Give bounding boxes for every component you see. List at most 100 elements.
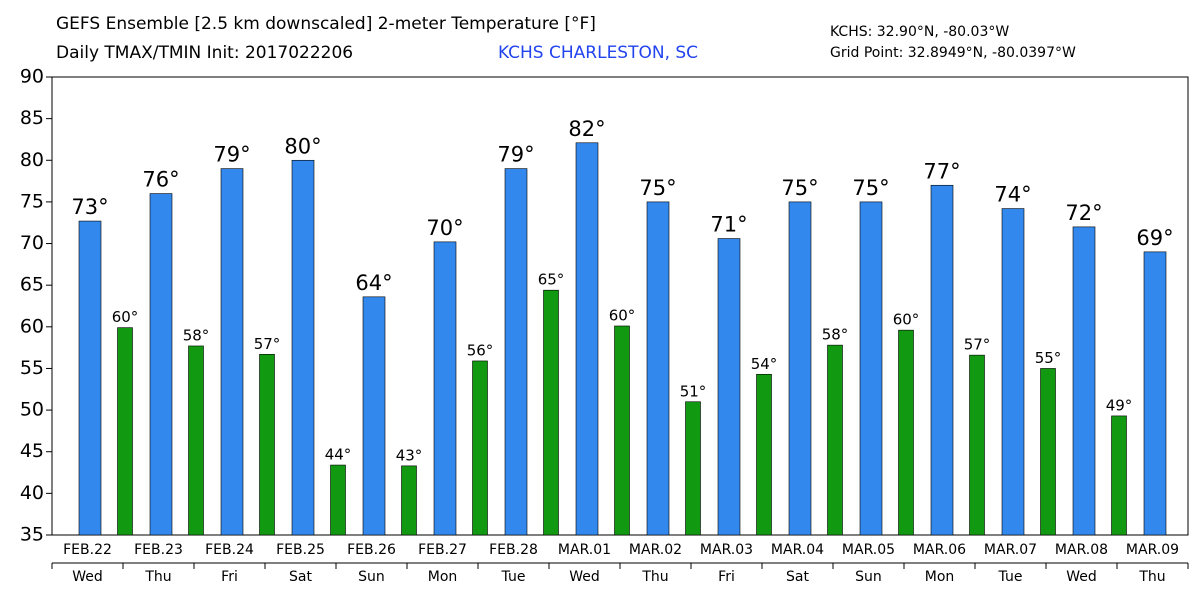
value-label: 57° (964, 336, 991, 354)
x-tick-label: MAR.04 (771, 542, 824, 558)
weekday-label: Sun (855, 569, 882, 585)
value-label: 65° (538, 271, 565, 289)
bar (614, 325, 630, 536)
bar (149, 193, 173, 536)
bar (646, 201, 670, 536)
weekday-label: Thu (641, 569, 668, 585)
y-tick-label: 65 (20, 274, 44, 296)
bar (1143, 251, 1167, 536)
value-label: 70° (426, 216, 463, 240)
chart-subtitle: Daily TMAX/TMIN Init: 2017022206 (56, 43, 353, 63)
bar (685, 401, 701, 536)
bar (117, 327, 133, 536)
weekday-label: Mon (428, 569, 458, 585)
station-coords: KCHS: 32.90°N, -80.03°W (830, 24, 1009, 40)
y-tick-label: 45 (20, 440, 44, 462)
x-tick-label: FEB.22 (63, 542, 112, 558)
bar (188, 345, 204, 536)
weekday-label: Tue (501, 569, 526, 585)
x-tick-label: MAR.06 (913, 542, 966, 558)
bar (1072, 226, 1096, 536)
value-label: 71° (710, 213, 747, 237)
bar (362, 296, 386, 536)
value-label: 82° (568, 117, 605, 141)
weekday-label: Thu (144, 569, 171, 585)
value-label: 51° (680, 382, 707, 400)
value-label: 60° (893, 311, 920, 329)
y-tick-label: 70 (20, 232, 44, 254)
x-tick-label: FEB.26 (347, 542, 396, 558)
x-tick-label: MAR.08 (1055, 542, 1108, 558)
x-tick-label: MAR.05 (842, 542, 895, 558)
value-label: 79° (497, 143, 534, 167)
bar (504, 168, 528, 536)
value-label: 49° (1106, 396, 1133, 414)
value-label: 72° (1065, 201, 1102, 225)
weekday-label: Sat (786, 569, 809, 585)
value-label: 60° (112, 308, 139, 326)
bar (472, 360, 488, 536)
bar (220, 168, 244, 536)
bar (898, 329, 914, 536)
value-label: 44° (325, 446, 352, 464)
value-label: 74° (994, 183, 1031, 207)
bar (259, 353, 275, 536)
y-tick-label: 40 (20, 482, 44, 504)
value-label: 79° (213, 143, 250, 167)
value-label: 69° (1136, 226, 1173, 250)
x-tick-label: MAR.09 (1126, 542, 1179, 558)
station-name: KCHS CHARLESTON, SC (498, 43, 698, 63)
value-label: 64° (355, 271, 392, 295)
y-tick-label: 50 (20, 399, 44, 421)
value-label: 55° (1035, 349, 1062, 367)
weekday-label: Tue (998, 569, 1023, 585)
weekday-label: Fri (718, 569, 735, 585)
weekday-label: Wed (72, 569, 103, 585)
x-tick-label: FEB.27 (418, 542, 467, 558)
value-label: 77° (923, 159, 960, 183)
bar (401, 465, 417, 536)
value-label: 75° (852, 176, 889, 200)
bar (291, 159, 315, 536)
grid-point: Grid Point: 32.8949°N, -80.0397°W (830, 45, 1076, 61)
weekday-label: Sat (289, 569, 312, 585)
bar (717, 238, 741, 536)
value-label: 54° (751, 355, 778, 373)
bar (930, 184, 954, 536)
bar (1001, 208, 1025, 536)
bar (969, 354, 985, 536)
bar (859, 201, 883, 536)
value-label: 73° (71, 195, 108, 219)
value-label: 56° (467, 341, 494, 359)
bar (543, 289, 559, 536)
y-tick-label: 90 (20, 66, 44, 88)
y-tick-label: 80 (20, 149, 44, 171)
x-tick-label: FEB.28 (489, 542, 538, 558)
value-label: 60° (609, 306, 636, 324)
value-label: 57° (254, 335, 281, 353)
weekday-label: Sun (358, 569, 385, 585)
y-tick-label: 85 (20, 107, 44, 129)
x-tick-label: MAR.02 (629, 542, 682, 558)
x-tick-label: MAR.07 (984, 542, 1037, 558)
bar (433, 241, 457, 536)
y-tick-label: 60 (20, 315, 44, 337)
weekday-label: Fri (221, 569, 238, 585)
value-label: 43° (396, 446, 423, 464)
value-label: 58° (183, 326, 210, 344)
bar (1040, 368, 1056, 536)
value-label: 80° (284, 134, 321, 158)
x-tick-label: MAR.01 (558, 542, 611, 558)
value-label: 75° (639, 176, 676, 200)
y-tick-label: 55 (20, 357, 44, 379)
bar (788, 201, 812, 536)
x-tick-label: FEB.23 (134, 542, 183, 558)
value-label: 76° (142, 168, 179, 192)
bar (827, 344, 843, 536)
x-tick-label: MAR.03 (700, 542, 753, 558)
bar (330, 464, 346, 536)
x-tick-label: FEB.25 (276, 542, 325, 558)
weekday-label: Wed (569, 569, 600, 585)
chart-title: GEFS Ensemble [2.5 km downscaled] 2-mete… (56, 14, 596, 34)
